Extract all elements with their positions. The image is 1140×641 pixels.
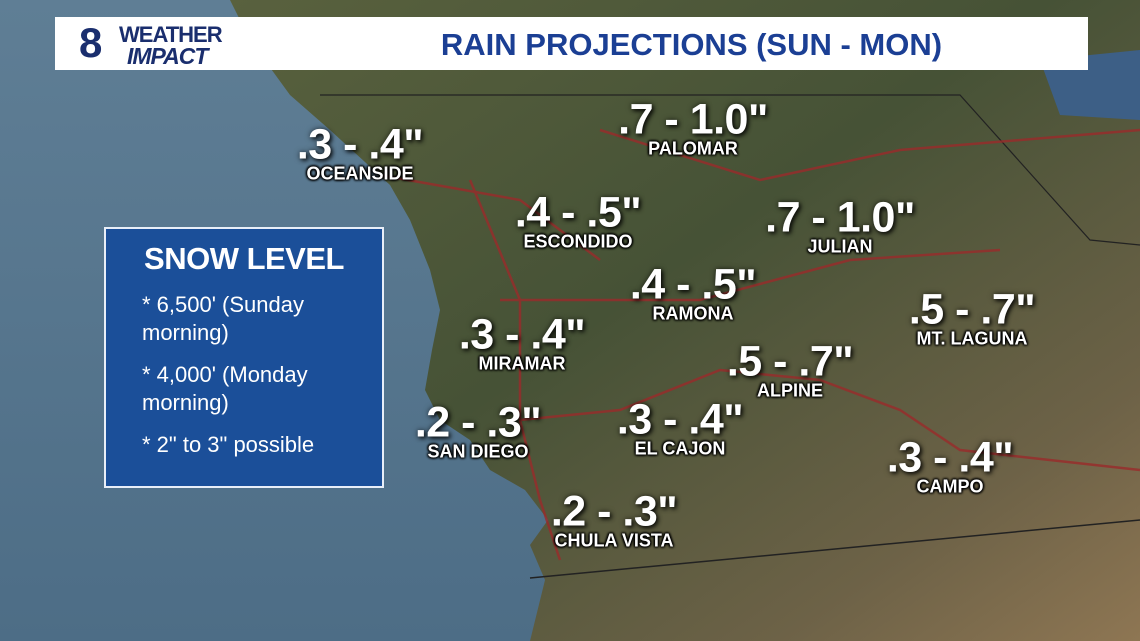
rain-amount: .3 - .4" — [886, 433, 1014, 482]
snow-item: * 6,500' (Sunday morning) — [142, 292, 304, 345]
location-name: OCEANSIDE — [306, 163, 414, 184]
border — [529, 519, 1140, 579]
location-name: ESCONDIDO — [523, 231, 633, 252]
location-name: ALPINE — [756, 380, 824, 401]
location-name: CHULA VISTA — [554, 530, 674, 551]
rain-amount: .3 - .4" — [616, 395, 744, 444]
roads — [379, 128, 1140, 561]
land — [230, 0, 1140, 641]
location-name: EL CAJON — [634, 438, 726, 459]
location-name: MIRAMAR — [478, 353, 566, 374]
location-name: JULIAN — [807, 236, 873, 257]
rain-amount: .5 - .7" — [908, 285, 1036, 334]
rain-amount: .2 - .3" — [550, 487, 678, 536]
location-name: CAMPO — [916, 476, 984, 497]
logo-number: 8 — [79, 19, 103, 66]
rain-amount: .7 - 1.0" — [765, 193, 915, 242]
logo: 8 WEATHER IMPACT — [67, 19, 267, 69]
box-list: * 6,500' (Sunday morning) * 4,000' (Monda… — [106, 291, 382, 459]
header-bar: 8 WEATHER IMPACT RAIN PROJECTIONS (SUN -… — [55, 17, 1088, 70]
rain-amount: .5 - .7" — [726, 337, 854, 386]
county-line — [320, 94, 1140, 246]
rain-amount: .2 - .3" — [414, 398, 542, 447]
rain-amount: .7 - 1.0" — [618, 95, 768, 144]
snow-item: * 2" to 3" possible — [142, 432, 315, 457]
rain-amount: .4 - .5" — [514, 188, 642, 237]
logo-line: WEATHER — [119, 22, 223, 47]
rain-amount: .3 - .4" — [296, 120, 424, 169]
location-name: RAMONA — [652, 303, 734, 324]
snow-item: * 4,000' (Monday morning) — [142, 362, 308, 415]
rain-amount: .4 - .5" — [629, 260, 757, 309]
title: RAIN PROJECTIONS (SUN - MON) — [440, 27, 943, 62]
logo-line: IMPACT — [127, 43, 208, 69]
rain-amount: .3 - .4" — [458, 310, 586, 359]
box-title: SNOW LEVEL — [144, 241, 344, 276]
location-name: PALOMAR — [648, 138, 738, 159]
snow-level-box: SNOW LEVEL * 6,500' (Sunday morning) * 4,… — [104, 227, 384, 488]
location-name: SAN DIEGO — [427, 441, 529, 462]
location-name: MT. LAGUNA — [916, 328, 1028, 349]
